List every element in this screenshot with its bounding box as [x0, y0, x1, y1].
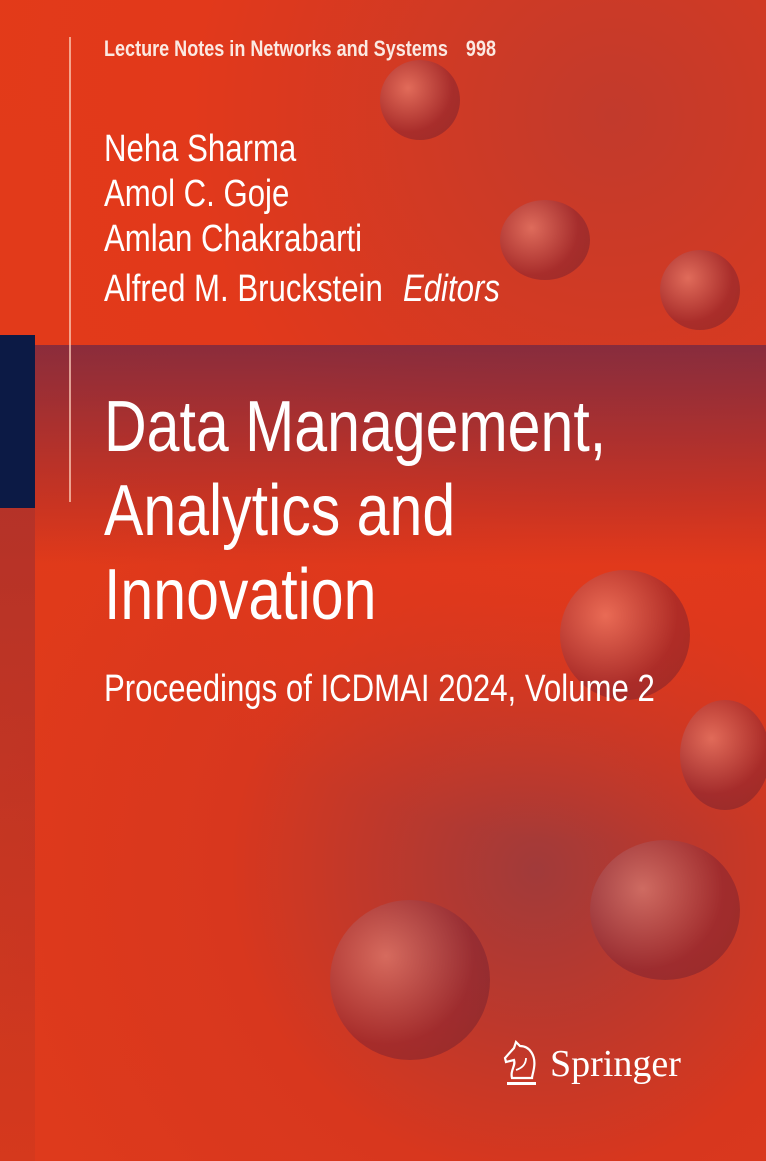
publisher-name: Springer [550, 1043, 681, 1085]
molecule-sphere [660, 250, 740, 330]
title-band [35, 345, 766, 565]
molecule-sphere [590, 840, 740, 980]
editors-label: Editors [402, 268, 500, 310]
springer-logo: Springer [502, 1040, 681, 1088]
vertical-rule [69, 37, 71, 502]
editor-name: Alfred M. Bruckstein [104, 268, 383, 310]
book-subtitle: Proceedings of ICDMAI 2024, Volume 2 [104, 668, 655, 710]
series-volume: 998 [465, 36, 497, 61]
title-line: Innovation [104, 555, 377, 635]
editor-name-last: Alfred M. Bruckstein Editors [104, 268, 500, 311]
knight-horse-icon [503, 1040, 536, 1085]
molecule-sphere [680, 700, 766, 810]
series-name: Lecture Notes in Networks and Systems [104, 36, 448, 61]
molecule-sphere [500, 200, 590, 280]
editor-name: Amol C. Goje [104, 173, 290, 215]
series-title: Lecture Notes in Networks and Systems 998 [104, 36, 496, 62]
molecule-sphere [560, 570, 690, 700]
book-title: Data Management, Analytics and Innovatio… [104, 385, 606, 637]
molecule-sphere [380, 60, 460, 140]
title-line: Data Management, [104, 387, 607, 467]
molecule-sphere [330, 900, 490, 1060]
editor-name: Amlan Chakrabarti [104, 218, 363, 260]
title-line: Analytics and [104, 471, 456, 551]
navy-block [0, 335, 35, 508]
editor-name: Neha Sharma [104, 128, 297, 170]
